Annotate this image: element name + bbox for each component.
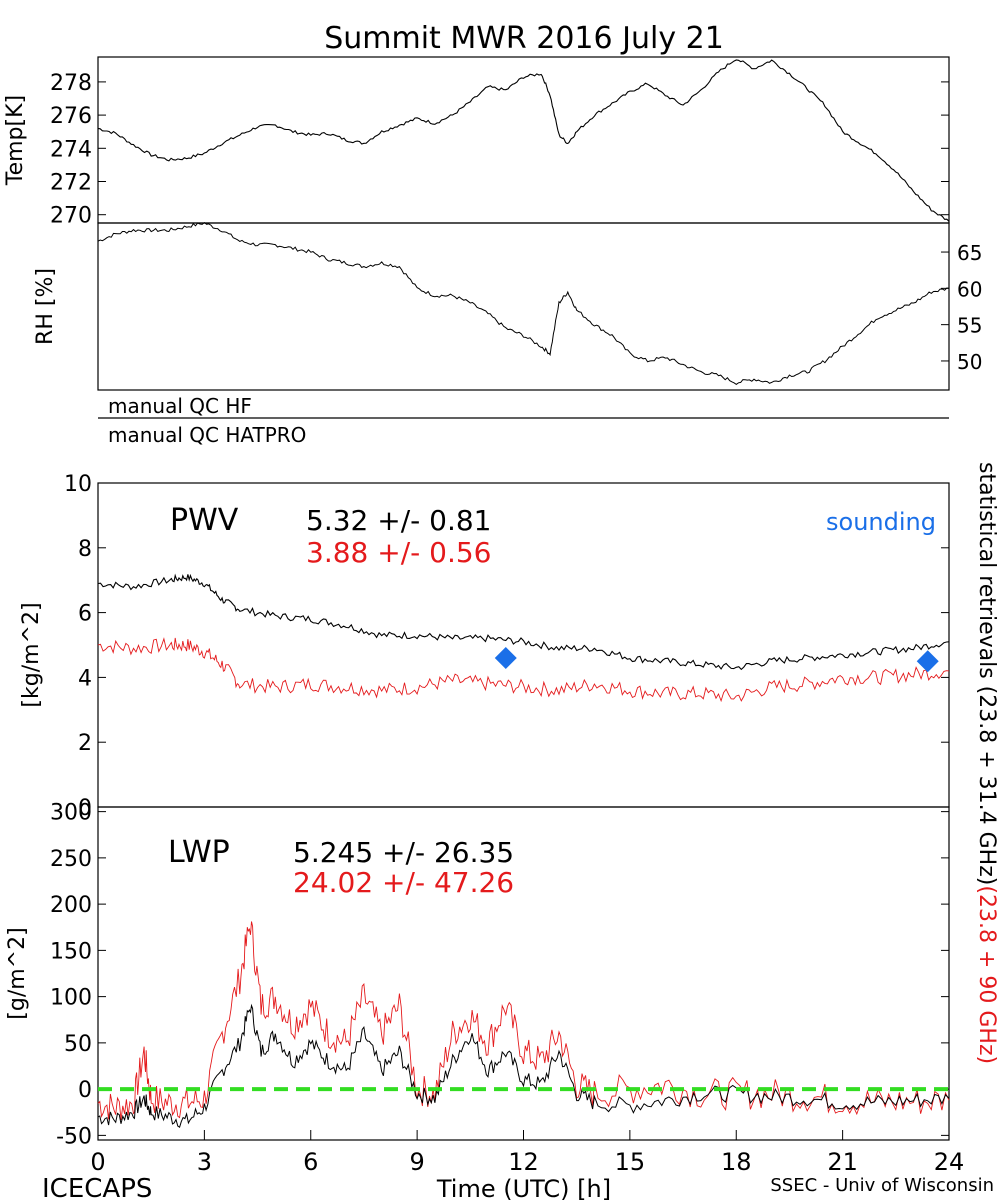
pwv-stat-red: 3.88 +/- 0.56 [306,536,492,569]
rh-ytick-label: 65 [957,241,982,265]
pwv-sounding-point [916,650,939,673]
pwv-ylabel: [kg/m^2] [19,602,44,707]
temp-frame [97,56,950,224]
lwp-xtick-label: 15 [615,1148,646,1176]
lwp-stat-red: 24.02 +/- 47.26 [293,866,514,899]
lwp-xtick-label: 24 [934,1148,965,1176]
temp-ytick-label: 272 [50,171,92,196]
temp-ylabel: Temp[K] [3,95,28,186]
temp-ytick-label: 278 [50,71,92,96]
footer-right: SSEC - Univ of Wisconsin [770,1175,994,1196]
pwv-legend-sounding: sounding [826,508,936,536]
lwp-xtick-label: 0 [90,1148,105,1176]
pwv-ytick-label: 4 [78,666,92,691]
pwv-black-series-line [97,573,950,671]
side-label-red: (23.8 + 90 GHz) [974,885,999,1064]
lwp-stat-black: 5.245 +/- 26.35 [293,836,514,869]
lwp-ytick-label: -50 [56,1124,92,1149]
pwv-ytick-label: 0 [78,796,92,821]
lwp-ytick-label: 200 [50,893,92,918]
temp-series-line [97,59,950,222]
lwp-ytick-label: 150 [50,939,92,964]
lwp-xtick-label: 12 [508,1148,539,1176]
temp-ytick-label: 276 [50,104,92,129]
side-label: statistical retrievals (23.8 + 31.4 GHz)… [974,462,999,1064]
lwp-xlabel: Time (UTC) [h] [436,1175,611,1200]
pwv-stat-black: 5.32 +/- 0.81 [306,504,492,537]
lwp-ytick-label: 100 [50,986,92,1011]
pwv-sounding-point [494,646,517,669]
pwv-ytick-label: 10 [64,472,92,497]
rh-ytick-label: 60 [957,277,982,301]
rh-frame [97,222,950,391]
rh-ylabel: RH [%] [33,268,58,345]
lwp-ytick-label: 50 [64,1032,92,1057]
pwv-red-series-line [97,637,950,703]
lwp-xtick-label: 6 [303,1148,318,1176]
pwv-ytick-label: 6 [78,602,92,627]
pwv-ytick-label: 8 [78,537,92,562]
qc-row-hatpro: manual QC HATPRO [108,423,306,447]
pwv-label: PWV [170,503,239,538]
lwp-ytick-label: 0 [78,1078,92,1103]
lwp-xtick-label: 3 [197,1148,212,1176]
lwp-xtick-label: 21 [827,1148,858,1176]
temp-ytick-label: 270 [50,204,92,229]
chart-title: Summit MWR 2016 July 21 [324,21,724,56]
rh-ytick-label: 55 [957,314,982,338]
rh-series-line [97,221,950,386]
lwp-ytick-label: 250 [50,847,92,872]
lwp-ylabel: [g/m^2] [5,927,30,1019]
lwp-label: LWP [168,835,230,870]
rh-ytick-label: 50 [957,350,982,374]
lwp-ytick-label: 300 [50,801,92,826]
lwp-black-series-line [97,1003,950,1128]
lwp-xtick-label: 18 [721,1148,752,1176]
lwp-xtick-label: 9 [409,1148,424,1176]
footer-left: ICECAPS [42,1174,152,1200]
side-label-black: statistical retrievals (23.8 + 31.4 GHz) [974,462,999,885]
temp-ytick-label: 274 [50,137,92,162]
qc-row-hf: manual QC HF [108,394,252,418]
pwv-ytick-label: 2 [78,731,92,756]
